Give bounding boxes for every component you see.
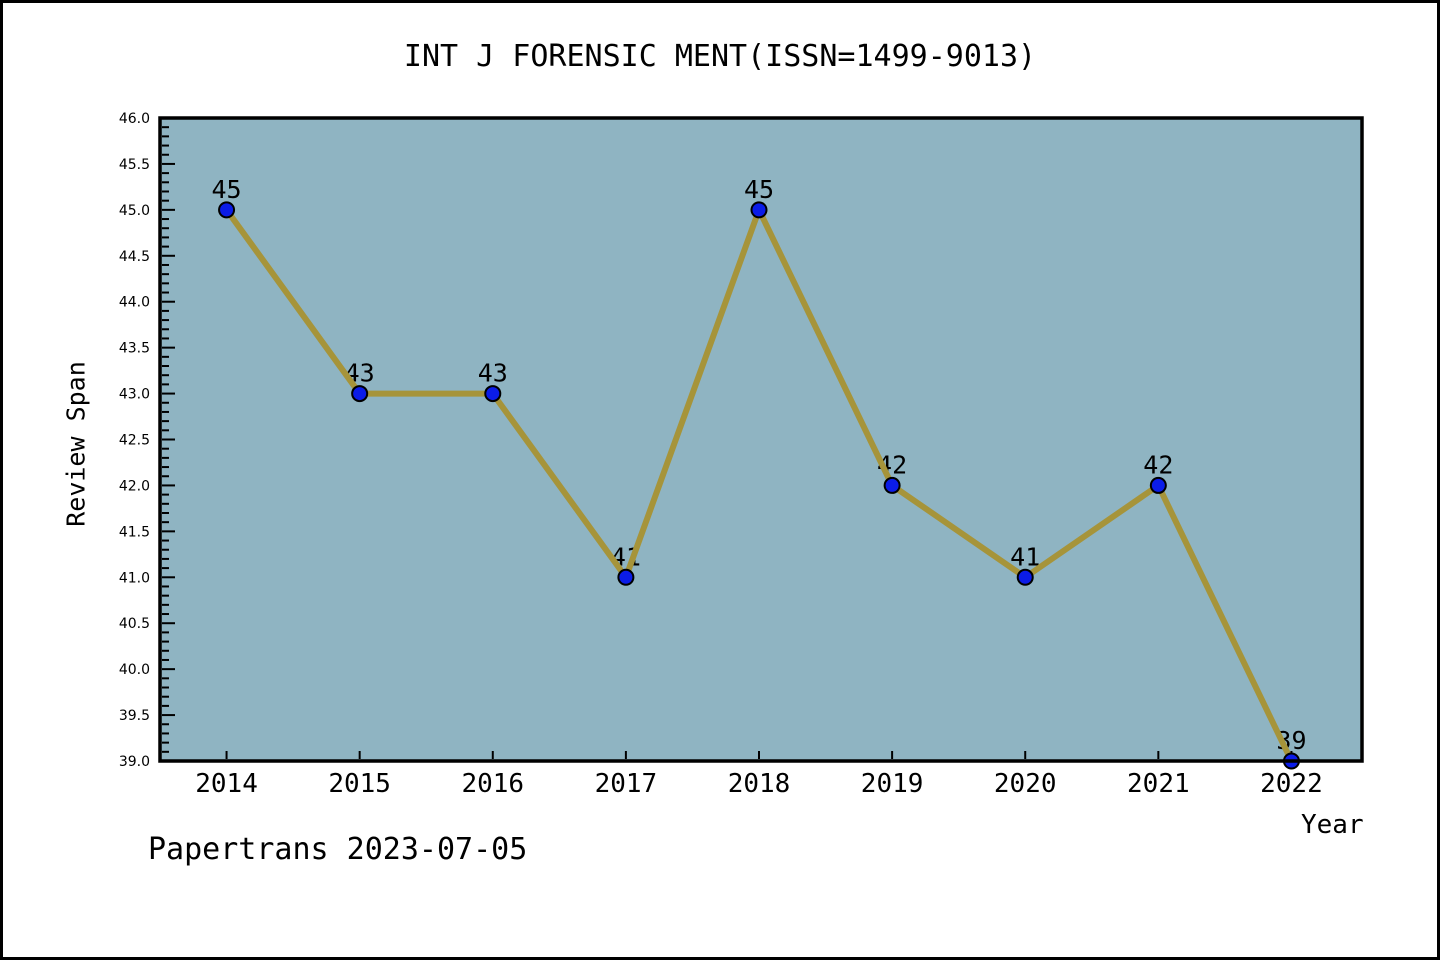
plot-background: [160, 118, 1362, 761]
y-tick-label: 41.5: [119, 524, 150, 540]
y-tick-label: 39.0: [119, 754, 150, 770]
y-tick-label: 43.5: [119, 341, 150, 357]
plot-frame: [158, 116, 1364, 763]
data-point: [1149, 476, 1167, 494]
y-tick-label: 44.0: [119, 295, 150, 311]
x-tick-label: 2019: [861, 769, 924, 799]
y-tick-label: 39.5: [119, 708, 150, 724]
point-label: 45: [744, 175, 774, 204]
data-point: [883, 476, 901, 494]
y-tick-label: 46.0: [119, 111, 150, 127]
data-point: [218, 201, 236, 219]
y-tick-label: 45.5: [119, 157, 150, 173]
chart-title: INT J FORENSIC MENT(ISSN=1499-9013): [403, 39, 1037, 74]
y-tick-label: 40.0: [119, 662, 150, 678]
y-tick-label: 45.0: [119, 203, 150, 219]
y-tick-label: 43.0: [119, 387, 150, 403]
point-label: 45: [212, 175, 242, 204]
y-tick-label: 40.5: [119, 616, 150, 632]
y-tick-label: 42.5: [119, 433, 150, 449]
data-point: [351, 385, 369, 403]
footer-watermark: Papertrans 2023-07-05: [148, 832, 528, 867]
x-tick-label: 2022: [1260, 769, 1323, 799]
x-axis-label: Year: [1301, 810, 1364, 840]
x-tick-label: 2015: [328, 769, 391, 799]
x-tick-label: 2016: [461, 769, 524, 799]
y-tick-label: 44.5: [119, 249, 150, 265]
data-point: [617, 568, 635, 586]
y-tick-label: 42.0: [119, 478, 150, 494]
x-tick-label: 2017: [595, 769, 658, 799]
point-label: 42: [1143, 450, 1173, 479]
point-label: 43: [478, 359, 508, 388]
data-point: [750, 201, 768, 219]
data-point: [1016, 568, 1034, 586]
y-tick-label: 41.0: [119, 570, 150, 586]
x-tick-label: 2020: [994, 769, 1057, 799]
x-tick-label: 2018: [728, 769, 791, 799]
data-point: [484, 385, 502, 403]
point-label: 41: [1010, 542, 1040, 571]
x-tick-label: 2014: [195, 769, 258, 799]
x-tick-label: 2021: [1127, 769, 1190, 799]
